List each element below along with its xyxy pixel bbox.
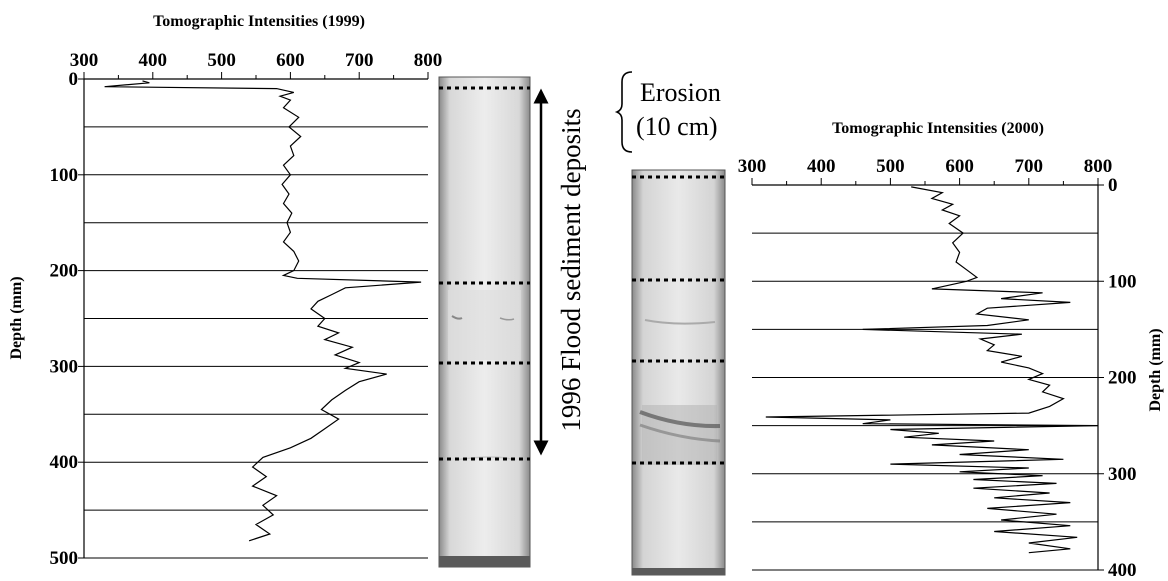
y-tick-label: 0 (1108, 175, 1118, 196)
chart-2000-title: Tomographic Intensities (2000) (832, 120, 1044, 137)
chart-1999-title: Tomographic Intensities (1999) (153, 13, 365, 30)
x-tick-label: 700 (345, 50, 374, 71)
chart-1999-x-ticks: 300 400 500 600 700 800 (70, 50, 443, 79)
x-tick-label: 400 (139, 50, 168, 71)
y-tick-label: 200 (1108, 368, 1137, 389)
x-tick-label: 300 (738, 156, 767, 177)
chart-2000-x-ticks: 300 400 500 600 700 800 (738, 156, 1113, 185)
erosion-label-line2: (10 cm) (636, 112, 718, 141)
y-tick-label: 200 (50, 261, 79, 282)
y-tick-label: 300 (50, 356, 79, 377)
x-tick-label: 800 (414, 50, 443, 71)
x-tick-label: 500 (876, 156, 905, 177)
chart-2000-series-line (765, 186, 1099, 554)
y-tick-label: 300 (1108, 464, 1137, 485)
chart-2000: Tomographic Intensities (2000) 300 400 500… (738, 120, 1164, 581)
x-tick-label: 700 (1015, 156, 1044, 177)
chart-1999-y-axis-label: Depth (mm) (8, 276, 25, 359)
y-tick-label: 500 (50, 548, 79, 569)
chart-2000-y-axis-label: Depth (mm) (1147, 328, 1164, 411)
y-tick-label: 0 (69, 69, 79, 90)
erosion-annotation: Erosion (10 cm) (614, 71, 721, 153)
y-tick-label: 400 (1108, 560, 1137, 581)
chart-2000-y-ticks: 0 100 200 300 400 (1098, 175, 1137, 581)
x-tick-label: 600 (276, 50, 305, 71)
x-tick-label: 800 (1084, 156, 1113, 177)
erosion-label-line1: Erosion (640, 78, 721, 107)
x-tick-label: 400 (807, 156, 836, 177)
flood-deposit-label: 1996 Flood sediment deposits (556, 108, 586, 431)
chart-1999-series-line (104, 80, 422, 542)
y-tick-label: 100 (50, 165, 79, 186)
chart-1999: Tomographic Intensities (1999) 300 400 500… (8, 13, 442, 569)
x-tick-label: 300 (70, 50, 99, 71)
x-tick-label: 600 (945, 156, 974, 177)
core-image-2000 (631, 169, 726, 576)
chart-1999-y-ticks: 0 100 200 300 400 500 (50, 69, 84, 569)
core-image-1999 (438, 76, 531, 568)
y-tick-label: 100 (1108, 271, 1137, 292)
erosion-brace-icon (614, 71, 633, 153)
chart-1999-gridlines (84, 126, 428, 559)
flood-deposit-annotation: 1996 Flood sediment deposits (533, 88, 586, 456)
y-tick-label: 400 (50, 452, 79, 473)
x-tick-label: 500 (207, 50, 236, 71)
chart-2000-gridlines (752, 232, 1098, 571)
